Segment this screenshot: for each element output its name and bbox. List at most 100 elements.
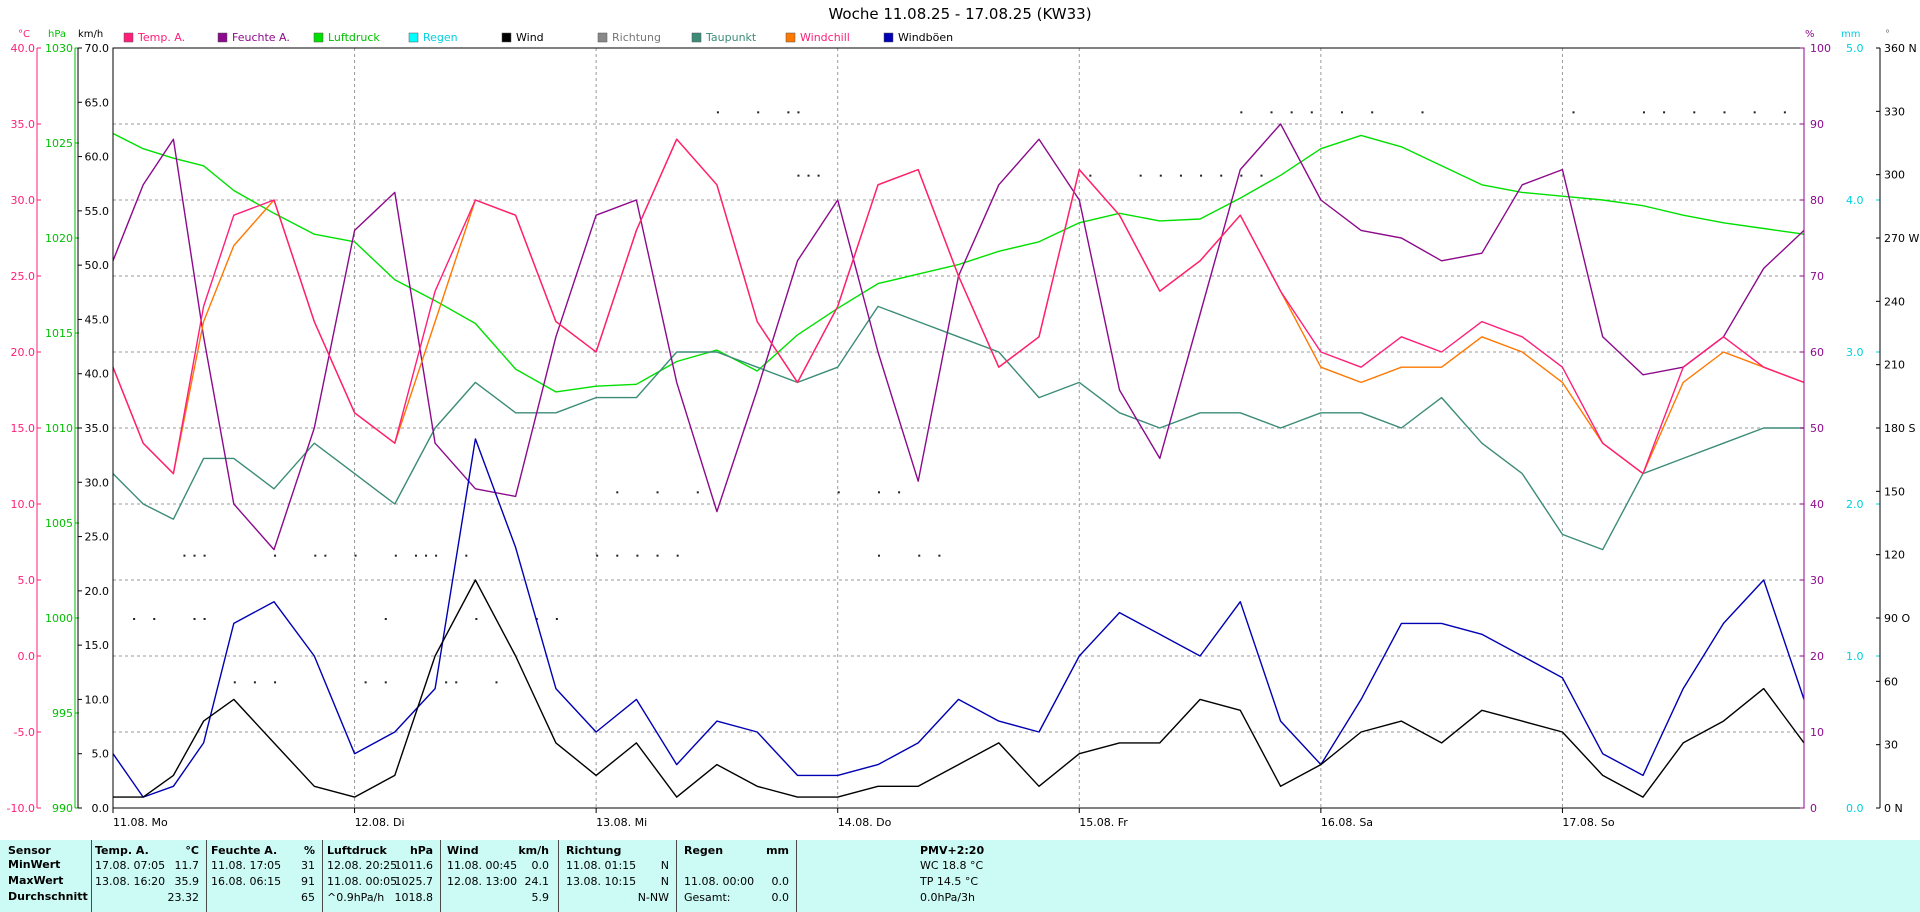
direction-tick-label: 240 bbox=[1884, 295, 1905, 308]
direction-dot bbox=[133, 618, 136, 620]
wind-axis-unit: km/h bbox=[78, 29, 103, 40]
temp-axis-unit: °C bbox=[18, 29, 30, 40]
direction-dot bbox=[1783, 111, 1786, 114]
footer-temp-section: Temp. A. °C 17.08. 07:05 11.7 13.08. 16:… bbox=[93, 840, 203, 912]
legend-label: Taupunkt bbox=[705, 31, 757, 44]
wind-tick-label: 60.0 bbox=[85, 151, 110, 164]
humidity-tick-label: 70 bbox=[1810, 270, 1824, 283]
pressure-avg-value: 1018.8 bbox=[394, 891, 434, 904]
direction-dot bbox=[1642, 111, 1645, 114]
direction-dot bbox=[384, 618, 387, 620]
footer-wind-section: Wind km/h 11.08. 00:45 0.0 12.08. 13:00 … bbox=[443, 840, 555, 912]
direction-dot bbox=[676, 554, 679, 557]
direction-dot bbox=[1240, 174, 1243, 177]
direction-dot bbox=[435, 554, 438, 557]
direction-dot bbox=[555, 618, 558, 620]
series-line-temp-a bbox=[112, 138, 1805, 475]
humidity-max-time: 16.08. 06:15 bbox=[211, 875, 282, 888]
temp-tick-label: -10.0 bbox=[7, 802, 35, 815]
x-tick-label: 17.08. So bbox=[1562, 816, 1614, 829]
direction-dot bbox=[153, 618, 156, 620]
temp-tick-label: 5.0 bbox=[18, 574, 36, 587]
direction-axis-unit: ° bbox=[1885, 29, 1890, 40]
chart-series bbox=[112, 123, 1805, 798]
direction-dot bbox=[193, 554, 196, 557]
rain-header: Regen bbox=[684, 844, 724, 857]
legend-label: Wind bbox=[516, 31, 544, 44]
direction-dot bbox=[797, 174, 800, 177]
footer-divider bbox=[676, 840, 677, 912]
humidity-tick-label: 90 bbox=[1810, 118, 1824, 131]
humidity-header: Feuchte A. bbox=[211, 844, 278, 857]
direction-dot bbox=[1421, 111, 1424, 114]
legend-swatch bbox=[313, 32, 324, 43]
x-tick-label: 15.08. Fr bbox=[1079, 816, 1128, 829]
humidity-tick-label: 50 bbox=[1810, 422, 1824, 435]
humidity-tick-label: 20 bbox=[1810, 650, 1824, 663]
direction-dot bbox=[253, 681, 256, 684]
direction-dot bbox=[455, 681, 458, 684]
series-line-luftdruck bbox=[112, 132, 1805, 393]
direction-dot bbox=[384, 681, 387, 684]
direction-tick-label: 360 N bbox=[1884, 42, 1917, 55]
humidity-tick-label: 40 bbox=[1810, 498, 1824, 511]
direction-dot bbox=[274, 681, 277, 684]
direction-dot bbox=[807, 174, 810, 177]
direction-dot bbox=[1310, 111, 1313, 114]
pressure-tick-label: 1020 bbox=[45, 232, 73, 245]
temp-tick-label: 10.0 bbox=[11, 498, 36, 511]
rain-axis-unit: mm bbox=[1841, 29, 1860, 40]
row-label-min: MinWert bbox=[8, 858, 61, 871]
row-label-sensor: Sensor bbox=[8, 844, 51, 857]
wind-tick-label: 20.0 bbox=[85, 585, 110, 598]
direction-max-value: N bbox=[660, 875, 669, 888]
humidity-tick-label: 0 bbox=[1810, 802, 1817, 815]
direction-dot bbox=[274, 554, 277, 557]
direction-min-time: 11.08. 01:15 bbox=[566, 859, 637, 872]
humidity-avg-value: 65 bbox=[301, 891, 315, 904]
pressure-tick-label: 995 bbox=[52, 707, 73, 720]
footer-divider bbox=[440, 840, 441, 912]
wind-header: Wind bbox=[447, 844, 479, 857]
wind-max-time: 12.08. 13:00 bbox=[447, 875, 518, 888]
wind-tick-label: 15.0 bbox=[85, 639, 110, 652]
wind-direction-dots bbox=[133, 111, 1786, 684]
humidity-max-value: 91 bbox=[301, 875, 315, 888]
direction-dot bbox=[1572, 111, 1575, 114]
footer-divider bbox=[91, 840, 92, 912]
rain-total-label: Gesamt: bbox=[684, 891, 731, 904]
chart-axes: 40.0 35.0 30.0 25.0 20.0 15.0 10.0 5.0 0.0 -5.0 -1… bbox=[7, 42, 1920, 829]
footer-divider bbox=[322, 840, 323, 912]
rain-tick-label: 2.0 bbox=[1846, 498, 1864, 511]
legend-label: Temp. A. bbox=[137, 31, 185, 44]
series-line-windb-en bbox=[112, 438, 1805, 798]
wind-tick-label: 35.0 bbox=[85, 422, 110, 435]
direction-dot bbox=[1179, 174, 1182, 177]
legend-label: Luftdruck bbox=[328, 31, 380, 44]
pressure-tick-label: 1015 bbox=[45, 327, 73, 340]
direction-dot bbox=[233, 681, 236, 684]
direction-dot bbox=[1089, 174, 1092, 177]
temp-avg-value: 23.32 bbox=[167, 891, 200, 904]
temp-max-value: 35.9 bbox=[174, 875, 200, 888]
direction-dot bbox=[616, 554, 619, 557]
direction-dot bbox=[616, 491, 619, 494]
direction-dot bbox=[1723, 111, 1726, 114]
rain-tick-label: 4.0 bbox=[1846, 194, 1864, 207]
pressure-tick-label: 1005 bbox=[45, 517, 73, 530]
x-tick-label: 13.08. Mi bbox=[596, 816, 647, 829]
legend-swatch bbox=[408, 32, 419, 43]
pressure-trend: ^0.9hPa/h bbox=[327, 891, 385, 904]
direction-dot bbox=[203, 618, 206, 620]
direction-dot bbox=[394, 554, 397, 557]
wind-tick-label: 55.0 bbox=[85, 205, 110, 218]
legend-label: Windböen bbox=[898, 31, 953, 44]
direction-dot bbox=[877, 491, 880, 494]
legend-label: Feuchte A. bbox=[232, 31, 290, 44]
footer-pmv-section: PMV+2:20 WC 18.8 °C TP 14.5 °C 0.0hPa/3h bbox=[920, 840, 1060, 912]
humidity-min-time: 11.08. 17:05 bbox=[211, 859, 282, 872]
wind-avg-value: 5.9 bbox=[531, 891, 550, 904]
weather-week-chart: Woche 11.08.25 - 17.08.25 (KW33) Temp. A… bbox=[7, 5, 1920, 829]
footer-humidity-section: Feuchte A. % 11.08. 17:05 31 16.08. 06:1… bbox=[209, 840, 319, 912]
direction-dot bbox=[495, 681, 498, 684]
